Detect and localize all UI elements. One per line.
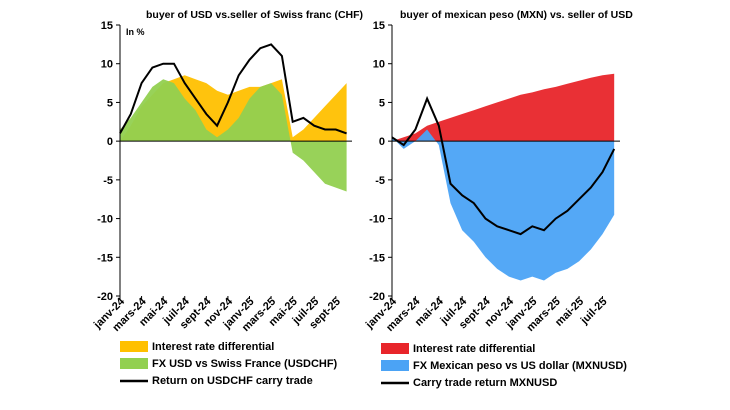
y-tick-label-0-7: -20 xyxy=(97,291,113,303)
legend-swatch-0-1 xyxy=(120,358,148,369)
y-tick-label-1-7: -20 xyxy=(369,291,385,303)
legend-label-1-0: Interest rate differential xyxy=(413,343,535,355)
line-series-0-0 xyxy=(119,43,347,135)
area-series-1-0 xyxy=(392,73,615,142)
y-tick-label-1-0: 15 xyxy=(373,20,385,32)
y-tick-label-1-4: -5 xyxy=(375,175,385,187)
y-tick-label-0-2: 5 xyxy=(107,97,113,109)
legend-swatch-1-1 xyxy=(381,360,409,371)
y-tick-label-1-5: -10 xyxy=(369,214,385,226)
y-tick-label-1-2: 5 xyxy=(379,97,385,109)
y-tick-label-1-1: 10 xyxy=(373,59,385,71)
area-series-1-1 xyxy=(392,129,615,281)
chart-title-1: buyer of mexican peso (MXN) vs. seller o… xyxy=(400,9,633,21)
line-series-1-0 xyxy=(391,95,616,236)
legend-label-0-0: Interest rate differential xyxy=(152,341,274,353)
annotation-in-percent: In % xyxy=(126,27,145,37)
legend-label-0-2: Return on USDCHF carry trade xyxy=(152,375,313,387)
x-tick-label-1-9: juil-25 xyxy=(578,296,610,328)
legend-label-1-1: FX Mexican peso vs US dollar (MXNUSD) xyxy=(413,360,627,372)
legend-swatch-1-0 xyxy=(381,343,409,354)
y-tick-label-1-3: 0 xyxy=(379,136,385,148)
y-tick-label-0-5: -10 xyxy=(97,214,113,226)
area-series-0-1 xyxy=(120,79,347,192)
legend-label-0-1: FX USD vs Swiss France (USDCHF) xyxy=(152,358,338,370)
y-tick-label-0-1: 10 xyxy=(101,59,113,71)
y-tick-label-0-6: -15 xyxy=(97,252,113,264)
y-tick-label-0-3: 0 xyxy=(107,136,113,148)
y-tick-label-1-6: -15 xyxy=(369,252,385,264)
y-tick-label-0-4: -5 xyxy=(103,175,113,187)
legend-swatch-0-0 xyxy=(120,341,148,352)
y-tick-label-0-0: 15 xyxy=(101,20,113,32)
chart-title-0: buyer of USD vs.seller of Swiss franc (C… xyxy=(146,9,363,21)
legend-label-1-2: Carry trade return MXNUSD xyxy=(413,377,557,389)
